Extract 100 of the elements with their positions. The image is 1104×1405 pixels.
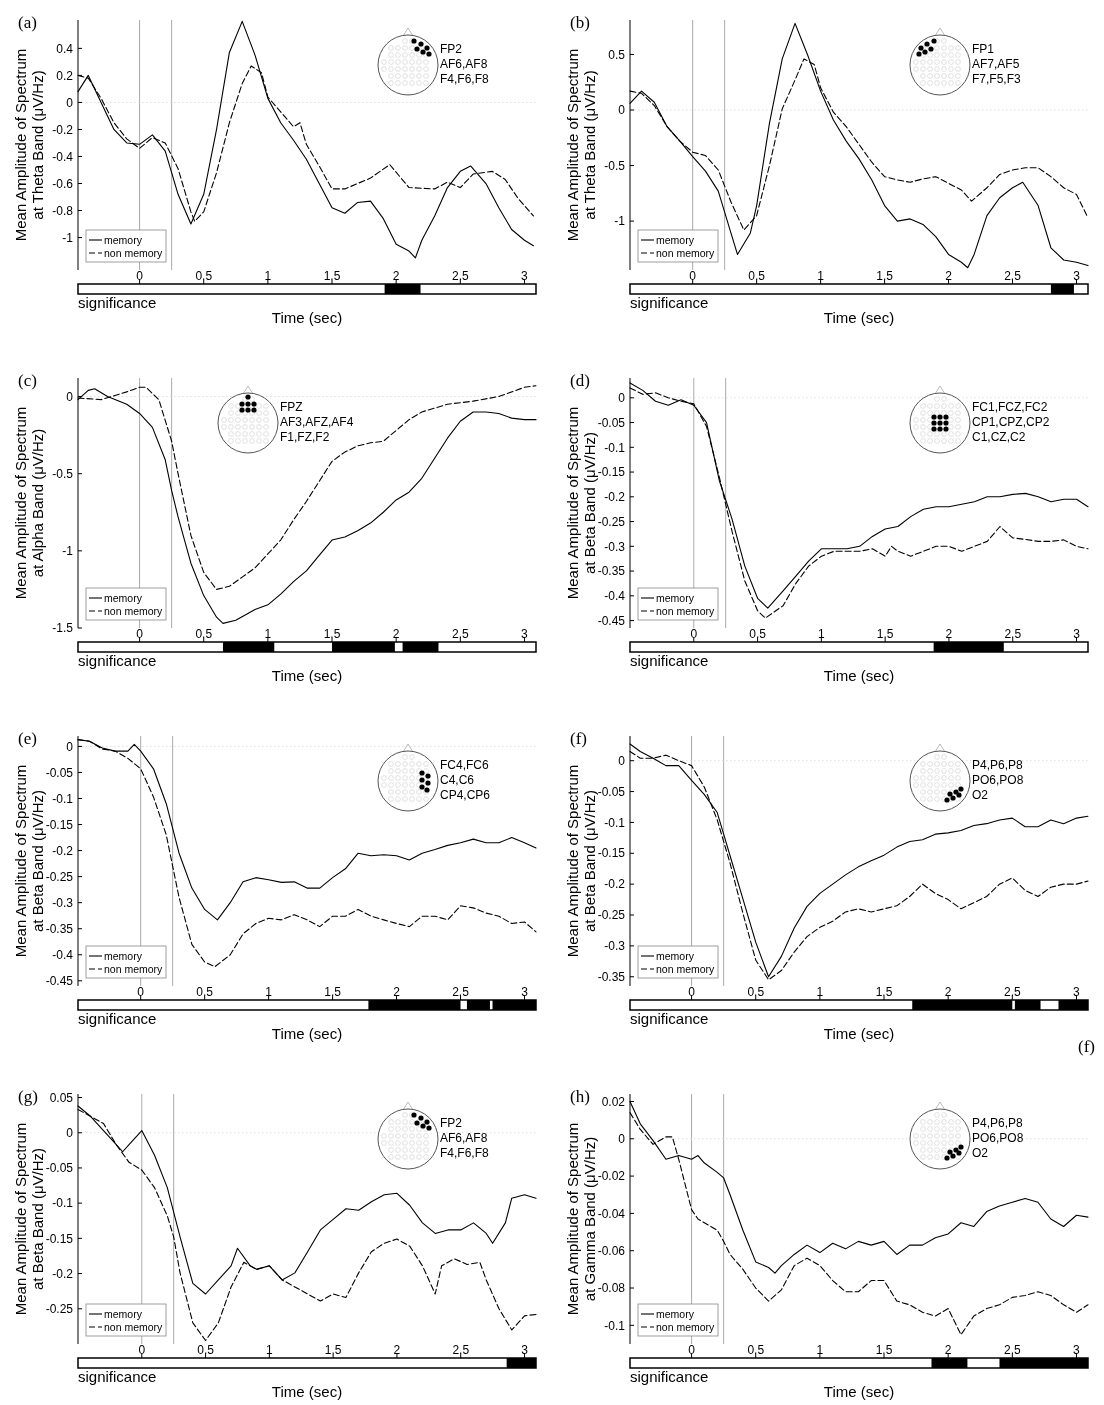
x-tick-label: 2.5 (1003, 985, 1021, 999)
y-tick-label: -1.5 (52, 621, 74, 636)
y-tick-label: -0.35 (45, 921, 74, 936)
y-tick-label: -0.5 (604, 158, 626, 173)
x-tick-label: 2 (392, 269, 400, 283)
chart-title: (a) (18, 13, 37, 32)
x-tick-label: 0 (136, 269, 144, 283)
x-tick-label: 0.5 (749, 627, 767, 641)
x-tick-label: 2 (945, 269, 953, 283)
y-tick-label: significance (78, 1368, 157, 1385)
y-tick-label: -0.4 (52, 947, 74, 962)
x-axis-title: Time (sec) (823, 667, 895, 684)
x-tick-label: 0 (690, 627, 698, 641)
y-tick-label: -0.05 (45, 765, 74, 780)
legend-label: non memory (104, 1320, 164, 1333)
y-tick-label: 0 (66, 1125, 74, 1140)
x-axis-title: Time (sec) (823, 1025, 895, 1042)
x-tick-label: 1.5 (875, 1343, 893, 1357)
chart-title: (e) (18, 729, 37, 748)
x-tick-label: 0 (688, 985, 696, 999)
x-tick-label: 1.5 (876, 269, 894, 283)
y-tick-label: -0.1 (52, 1196, 74, 1211)
y-tick-label: significance (78, 294, 157, 311)
y-tick-label: -0.45 (45, 973, 74, 988)
y-tick-label: -0.25 (597, 514, 626, 529)
y-tick-label: -0.02 (597, 1169, 626, 1184)
legend-label: memory (104, 233, 143, 246)
x-tick-label: 2 (393, 985, 401, 999)
x-tick-label: 0.5 (196, 985, 214, 999)
legend-label: memory (104, 949, 143, 962)
y-tick-label: -0.06 (597, 1243, 626, 1258)
x-tick-label: 2 (393, 1343, 401, 1357)
y-tick-label: -1 (614, 214, 626, 229)
x-tick-label: 1 (265, 985, 273, 999)
y-axis-title: Mean Amplitude of Spectrum at Theta Band (μV/Hz) (564, 48, 598, 242)
y-tick-label: -0.3 (604, 539, 626, 554)
y-tick-label: -0.3 (604, 939, 626, 954)
y-tick-label: -0.1 (604, 1318, 626, 1333)
annotation: CP4,CP6 (440, 788, 491, 802)
y-tick-label: -0.45 (597, 613, 626, 628)
y-tick-label: -0.05 (597, 415, 626, 430)
y-tick-label: -0.4 (604, 589, 626, 604)
annotation: (f) (1078, 1037, 1095, 1056)
y-tick-label: -0.15 (45, 1231, 74, 1246)
y-tick-label: -0.15 (597, 465, 626, 480)
x-tick-label: 2.5 (1004, 627, 1022, 641)
x-tick-label: 3 (1073, 627, 1081, 641)
annotation: FPZ (280, 400, 303, 414)
y-tick-label: -0.25 (45, 1301, 74, 1316)
x-tick-label: 2 (944, 985, 952, 999)
annotation: F1,FZ,F2 (280, 430, 330, 444)
annotation: AF6,AF8 (440, 1131, 488, 1145)
annotation: F7,F5,F3 (972, 72, 1022, 86)
y-tick-label: -0.15 (45, 817, 74, 832)
y-tick-label: -0.4 (52, 149, 74, 164)
x-tick-label: 0 (137, 985, 145, 999)
x-tick-label: 0.5 (197, 1343, 215, 1357)
y-tick-label: 0 (618, 391, 626, 405)
y-tick-label: -0.2 (604, 490, 626, 505)
annotation: FP1 (972, 42, 995, 56)
x-tick-label: 0 (138, 1343, 146, 1357)
x-axis-title: Time (sec) (823, 1383, 895, 1400)
x-tick-label: 1.5 (876, 627, 894, 641)
x-tick-label: 2.5 (1003, 1343, 1021, 1357)
y-tick-label: -0.35 (597, 564, 626, 579)
annotation: F4,F6,F8 (440, 1146, 490, 1160)
chart-title: (g) (18, 1087, 38, 1106)
x-tick-label: 1.5 (324, 1343, 342, 1357)
x-tick-label: 1.5 (875, 985, 893, 999)
annotation: P4,P6,P8 (972, 1116, 1024, 1130)
y-tick-label: -0.2 (52, 122, 74, 137)
annotation: F4,F6,F8 (440, 72, 490, 86)
x-tick-label: 3 (521, 1343, 529, 1357)
y-axis-title: Mean Amplitude of Spectrum at Beta Band (μV/Hz) (12, 764, 46, 958)
y-tick-label: -0.2 (52, 1266, 74, 1281)
x-tick-label: 3 (521, 627, 529, 641)
y-tick-label: -0.2 (604, 877, 626, 892)
x-tick-label: 3 (1073, 1343, 1081, 1357)
x-tick-label: 0 (688, 1343, 696, 1357)
y-tick-label: -0.15 (597, 846, 626, 861)
annotation: FC4,FC6 (440, 758, 489, 772)
chart-title: (f) (570, 729, 587, 748)
y-tick-label: -0.1 (52, 791, 74, 806)
x-tick-label: 2 (945, 627, 953, 641)
y-tick-label: significance (630, 1010, 709, 1027)
x-tick-label: 0 (136, 627, 144, 641)
y-axis-title: Mean Amplitude of Spectrum at Beta Band (μV/Hz) (564, 406, 598, 600)
legend-label: non memory (104, 604, 164, 617)
y-tick-label: -0.5 (52, 466, 74, 481)
annotation: C4,C6 (440, 773, 475, 787)
x-tick-label: 1 (264, 269, 272, 283)
x-tick-label: 3 (521, 985, 529, 999)
x-tick-label: 1 (266, 1343, 274, 1357)
x-tick-label: 0.5 (747, 985, 765, 999)
x-tick-label: 3 (1073, 269, 1081, 283)
annotation: FP2 (440, 1116, 463, 1130)
annotation: PO6,PO8 (972, 1131, 1024, 1145)
annotation: CP1,CPZ,CP2 (972, 415, 1050, 429)
annotation: AF7,AF5 (972, 57, 1020, 71)
y-tick-label: 0.2 (56, 68, 74, 83)
